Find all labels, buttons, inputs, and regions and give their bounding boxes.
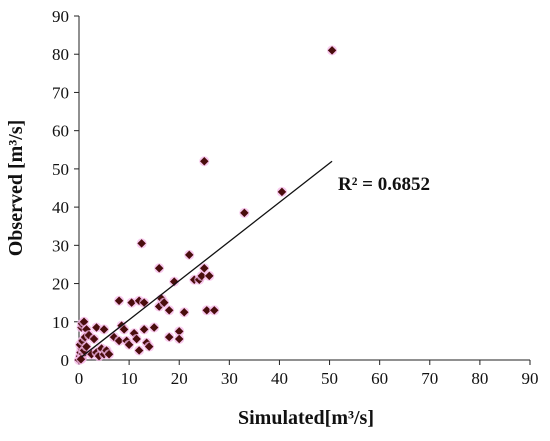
x-tick-label: 50 xyxy=(321,369,338,388)
data-point xyxy=(201,305,212,316)
y-tick-label: 70 xyxy=(52,83,69,102)
data-points xyxy=(74,45,338,365)
y-tick-label: 90 xyxy=(52,7,69,26)
data-point xyxy=(327,45,338,56)
y-tick-label: 20 xyxy=(52,275,69,294)
data-point xyxy=(204,270,215,281)
data-point xyxy=(136,238,147,249)
y-tick-label: 60 xyxy=(52,122,69,141)
x-tick-label: 0 xyxy=(75,369,84,388)
data-point xyxy=(81,341,92,352)
data-point xyxy=(134,345,145,356)
x-tick-label: 90 xyxy=(522,369,539,388)
y-tick-label: 40 xyxy=(52,198,69,217)
x-axis-ticks: 0 10 20 30 40 50 60 70 80 90 xyxy=(75,360,539,388)
data-point xyxy=(126,297,137,308)
data-point xyxy=(239,207,250,218)
r-squared-annotation: R² = 0.6852 xyxy=(338,174,430,195)
data-point xyxy=(164,332,175,343)
data-point xyxy=(276,186,287,197)
data-point xyxy=(209,305,220,316)
x-tick-label: 10 xyxy=(121,369,138,388)
data-point xyxy=(154,263,165,274)
x-tick-label: 70 xyxy=(421,369,438,388)
trendline xyxy=(81,160,333,358)
data-point xyxy=(169,276,180,287)
x-tick-label: 80 xyxy=(471,369,488,388)
data-point xyxy=(104,349,115,360)
data-point xyxy=(76,354,87,365)
data-point xyxy=(114,295,125,306)
data-point xyxy=(174,326,185,337)
data-point xyxy=(174,333,185,344)
data-point xyxy=(124,339,135,350)
y-axis-ticks: 0 10 20 30 40 50 60 70 80 90 xyxy=(52,7,79,370)
data-point xyxy=(164,305,175,316)
data-point xyxy=(131,333,142,344)
data-point xyxy=(89,333,100,344)
y-tick-label: 50 xyxy=(52,160,69,179)
data-point xyxy=(196,270,207,281)
y-tick-label: 0 xyxy=(61,351,70,370)
data-point xyxy=(149,322,160,333)
data-point xyxy=(91,322,102,333)
data-point xyxy=(139,297,150,308)
y-tick-label: 30 xyxy=(52,236,69,255)
data-point xyxy=(119,324,130,335)
x-tick-label: 30 xyxy=(221,369,238,388)
data-point xyxy=(199,263,210,274)
y-axis: 0 10 20 30 40 50 60 70 80 90 xyxy=(52,7,80,370)
x-axis: 0 10 20 30 40 50 60 70 80 90 xyxy=(75,359,539,388)
x-tick-label: 40 xyxy=(271,369,288,388)
data-point xyxy=(139,324,150,335)
data-point xyxy=(114,335,125,346)
x-axis-title: Simulated[m³/s] xyxy=(238,407,374,429)
data-point xyxy=(184,249,195,260)
data-point xyxy=(79,316,90,327)
x-tick-label: 60 xyxy=(371,369,388,388)
y-axis-title: Observed [m³/s] xyxy=(5,120,27,257)
data-point xyxy=(99,324,110,335)
data-point xyxy=(144,341,155,352)
data-point xyxy=(159,297,170,308)
data-point xyxy=(179,307,190,318)
data-point xyxy=(199,156,210,167)
x-tick-label: 20 xyxy=(171,369,188,388)
y-tick-label: 80 xyxy=(52,45,69,64)
y-tick-label: 10 xyxy=(52,313,69,332)
